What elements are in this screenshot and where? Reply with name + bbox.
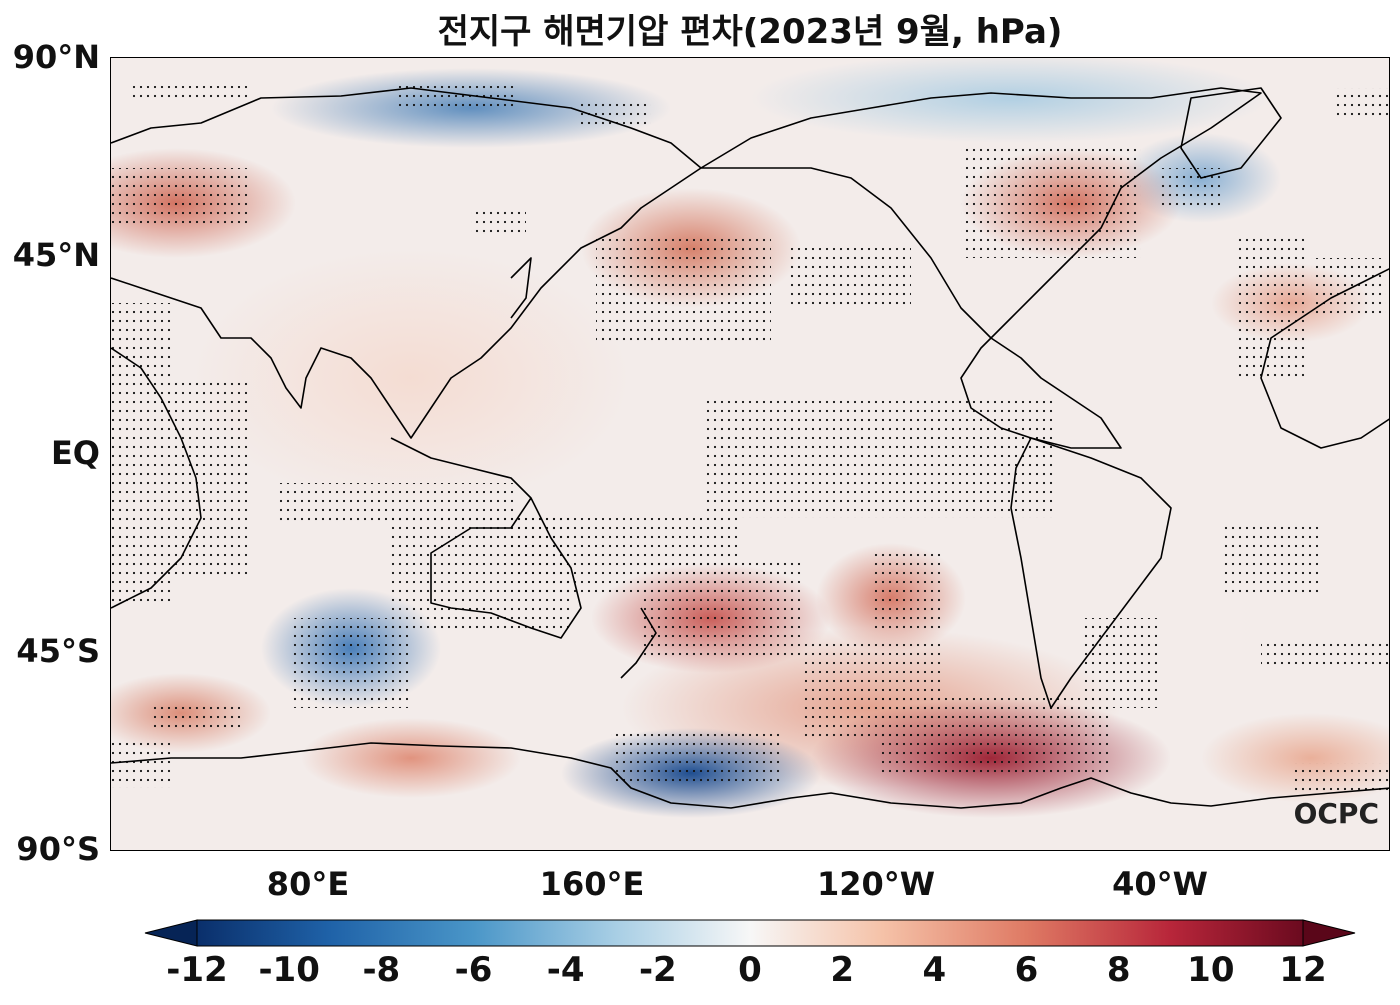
map-title: 전지구 해면기압 편차(2023년 9월, hPa) [437, 12, 1063, 52]
map-overlay [111, 86, 1389, 809]
colorbar-extend-high [1302, 919, 1356, 947]
colorbar-tick-label: 12 [1279, 950, 1327, 990]
colorbar-tick-label: 8 [1106, 950, 1131, 990]
lon-label-160e: 160°E [539, 865, 645, 903]
colorbar-tick-label: 2 [830, 950, 854, 990]
lon-label-80e: 80°E [266, 865, 350, 903]
colorbar-tick-label: 0 [738, 950, 762, 990]
colorbar-tick-label: -10 [258, 950, 320, 990]
sea-level-pressure-anomaly-map: OCPC [110, 57, 1390, 851]
colorbar-tick-label: 10 [1187, 950, 1235, 990]
colorbar-tick-label: -4 [546, 950, 585, 990]
colorbar-tick-label: 4 [922, 950, 947, 990]
lat-label-90n: 90°N [12, 38, 100, 76]
lon-label-120w: 120°W [816, 865, 936, 903]
ocpc-logo: OCPC [1293, 797, 1379, 830]
lat-label-45s: 45°S [16, 632, 100, 670]
colorbar-tick-label: -2 [638, 950, 677, 990]
colorbar-tick-label: 6 [1014, 950, 1039, 990]
lon-label-40w: 40°W [1112, 865, 1208, 903]
lat-label-45n: 45°N [12, 236, 100, 274]
colorbar-body [196, 919, 1304, 947]
significance-stippling [111, 86, 1389, 793]
colorbar-tick-label: -6 [454, 950, 493, 990]
coastlines [111, 87, 1389, 809]
lat-label-90s: 90°S [16, 830, 100, 868]
colorbar-tick-label: -12 [166, 950, 228, 990]
colorbar-extend-low [144, 919, 198, 947]
lat-label-eq: EQ [50, 434, 100, 472]
colorbar-tick-label: -8 [362, 950, 401, 990]
